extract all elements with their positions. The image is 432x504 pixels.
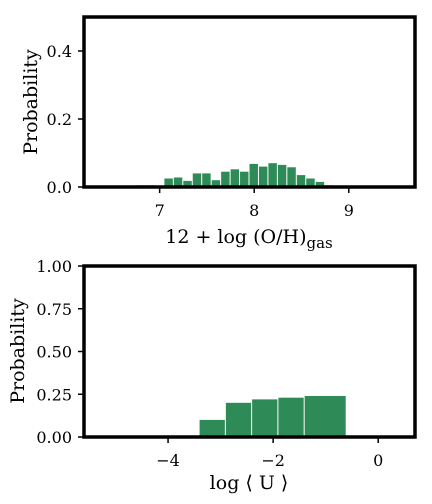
- metallicity-bar: [240, 171, 249, 187]
- metallicity-x-tick-label: 9: [344, 201, 354, 220]
- metallicity-bar: [221, 171, 230, 187]
- metallicity-bar: [306, 178, 315, 187]
- ionization-bar: [252, 399, 278, 437]
- metallicity-bars: [136, 163, 334, 187]
- metallicity-x-tick-label: 7: [155, 201, 165, 220]
- ionization-x-tick-label: −2: [261, 451, 285, 470]
- metallicity-bar: [202, 173, 211, 187]
- ionization-y-tick-label: 0.00: [36, 428, 72, 447]
- metallicity-bar: [277, 164, 287, 187]
- metallicity-bar: [258, 166, 268, 187]
- ionization-x-tick-label: −4: [156, 451, 180, 470]
- ionization-bar: [225, 402, 252, 437]
- ionization-y-tick-label: 1.00: [36, 257, 72, 276]
- metallicity-y-tick-label: 0.4: [47, 42, 72, 61]
- ionization-y-axis-label: Probability: [7, 298, 29, 404]
- metallicity-bar: [211, 180, 221, 187]
- ionization-y-ticks: 0.00 0.25 0.50 0.75 1.00: [36, 257, 84, 447]
- ionization-x-axis-label: log ⟨ U ⟩: [210, 472, 289, 494]
- ionization-x-tick-label: 0: [373, 451, 383, 470]
- metallicity-bar: [296, 175, 306, 187]
- metallicity-bar: [268, 163, 277, 187]
- ionization-y-tick-label: 0.25: [36, 385, 72, 404]
- metallicity-x-axis-label-main: 12 + log (O/H): [165, 226, 306, 248]
- ionization-bars: [199, 395, 346, 437]
- ionization-x-ticks: −4 −2 0: [156, 437, 383, 470]
- metallicity-plot-frame: [82, 15, 417, 189]
- metallicity-y-tick-label: 0.2: [47, 110, 72, 129]
- metallicity-y-tick-label: 0.0: [47, 178, 72, 197]
- metallicity-y-axis-label: Probability: [20, 49, 42, 155]
- metallicity-bar: [230, 169, 240, 187]
- metallicity-x-axis-label: 12 + log (O/H)gas: [165, 226, 333, 252]
- ionization-bar: [304, 395, 346, 437]
- metallicity-panel: 0.0 0.2 0.4 7 8 9 Probability 12 + log (O/H)…: [20, 15, 417, 252]
- metallicity-x-axis-label-subscript: gas: [307, 234, 333, 252]
- metallicity-x-ticks: 7 8 9: [155, 187, 354, 220]
- ionization-panel: 0.00 0.25 0.50 0.75 1.00 −4 −2 0 Probability l…: [7, 257, 417, 494]
- ionization-plot-frame: [82, 264, 417, 439]
- metallicity-bar: [249, 163, 258, 187]
- ionization-bar: [199, 419, 225, 437]
- metallicity-y-ticks: 0.0 0.2 0.4: [47, 42, 84, 197]
- metallicity-bar: [183, 180, 192, 187]
- metallicity-bar: [287, 167, 296, 187]
- metallicity-bar: [315, 181, 325, 187]
- ionization-y-tick-label: 0.75: [36, 300, 72, 319]
- metallicity-x-tick-label: 8: [249, 201, 259, 220]
- metallicity-bar: [164, 178, 173, 187]
- metallicity-bar: [192, 173, 202, 187]
- metallicity-bar: [173, 177, 183, 187]
- ionization-y-tick-label: 0.50: [36, 343, 72, 362]
- ionization-bar: [278, 397, 304, 437]
